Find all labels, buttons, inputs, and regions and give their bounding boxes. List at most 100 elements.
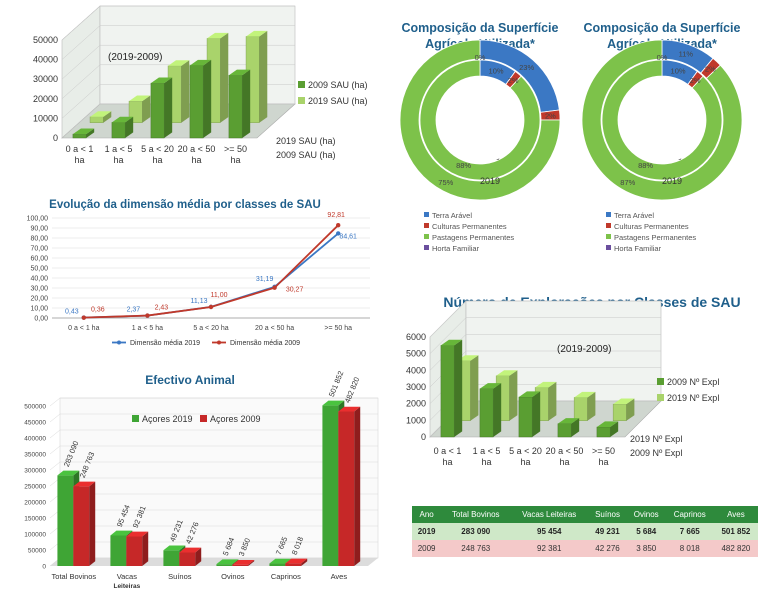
data-label: 11,00 bbox=[211, 292, 228, 299]
table-header-cell: Suínos bbox=[588, 506, 627, 523]
table-header-cell: Ano bbox=[412, 506, 442, 523]
y-tick-label: 50,00 bbox=[30, 266, 48, 273]
table-header-cell: Ovinos bbox=[626, 506, 666, 523]
table-header-cell: Total Bovinos bbox=[441, 506, 511, 523]
bar-side bbox=[470, 355, 479, 421]
bar-side bbox=[454, 339, 463, 437]
bar bbox=[126, 531, 149, 566]
legend-label: 2009 Nº Expl bbox=[667, 377, 719, 387]
gridline bbox=[61, 45, 101, 80]
bar bbox=[596, 421, 619, 438]
x-tick-label: 1 a < 5 ha bbox=[132, 325, 163, 332]
bar-top bbox=[168, 60, 190, 66]
y-tick-label: 80,00 bbox=[30, 236, 48, 243]
gridline bbox=[61, 64, 101, 99]
donut-slice bbox=[399, 39, 561, 201]
bar-front bbox=[338, 411, 355, 566]
y-tick-label: 400000 bbox=[24, 436, 46, 443]
bar bbox=[573, 391, 596, 422]
y-tick-label: 0,00 bbox=[34, 316, 48, 323]
bar bbox=[189, 59, 212, 139]
data-label: 0,36 bbox=[91, 307, 105, 314]
table-cell: 8 018 bbox=[665, 540, 714, 557]
donut-right-chart: Composição da SuperfícieAgrícola Utiliza… bbox=[581, 21, 743, 253]
y-tick-label: 5000 bbox=[406, 349, 426, 359]
slice-label: 2% bbox=[545, 112, 556, 121]
bar bbox=[612, 398, 635, 421]
data-label: 31,19 bbox=[256, 276, 274, 283]
legend-label: Pastagens Permanentes bbox=[614, 233, 696, 242]
bar-top bbox=[189, 59, 212, 66]
bar-side bbox=[532, 391, 541, 437]
legend-label: Açores 2009 bbox=[210, 414, 261, 424]
bar-top bbox=[72, 128, 95, 135]
bar-front bbox=[72, 133, 87, 139]
gridline bbox=[61, 103, 101, 139]
table-cell: 92 381 bbox=[510, 540, 589, 557]
y-tick-label: 40000 bbox=[33, 55, 58, 65]
bar-side bbox=[248, 559, 255, 566]
bar-front bbox=[163, 550, 180, 566]
legend-swatch bbox=[606, 223, 611, 228]
bar bbox=[440, 339, 463, 438]
data-label: 2,37 bbox=[127, 307, 141, 314]
y-tick-label: 250000 bbox=[24, 484, 46, 491]
bar-front bbox=[557, 423, 572, 438]
depth-axis-label: 2019 Nº Expl bbox=[630, 434, 682, 444]
gridline bbox=[61, 25, 101, 60]
y-tick-label: 4000 bbox=[406, 365, 426, 375]
data-label: 501 852 bbox=[327, 370, 346, 399]
bar-side bbox=[195, 547, 202, 566]
table-header-cell: Caprinos bbox=[665, 506, 714, 523]
bar-side bbox=[571, 418, 580, 437]
gridline bbox=[429, 300, 467, 338]
x-tick-label: 1 a < 5 ha bbox=[105, 144, 133, 165]
legend-swatch bbox=[606, 234, 611, 239]
slice-label: 2% bbox=[705, 65, 716, 74]
bar-side bbox=[220, 32, 229, 123]
legend-swatch bbox=[606, 245, 611, 250]
gridline bbox=[49, 445, 61, 455]
y-tick-label: 90,00 bbox=[30, 226, 48, 233]
donut-slice bbox=[419, 59, 541, 181]
slice-label: 87% bbox=[620, 178, 635, 187]
gridline bbox=[49, 461, 61, 471]
bar-front bbox=[73, 486, 90, 566]
bar-top bbox=[111, 116, 134, 123]
table-cell: 501 852 bbox=[713, 523, 758, 540]
data-label: 84,61 bbox=[339, 233, 357, 240]
bar-top bbox=[496, 370, 518, 376]
y-tick-label: 450000 bbox=[24, 420, 46, 427]
x-tick-label: 20 a < 50 ha bbox=[546, 446, 584, 467]
donut-right-panel: Composição da SuperfícieAgrícola Utiliza… bbox=[574, 0, 770, 280]
legend-label: Horta Familiar bbox=[614, 244, 662, 253]
bar bbox=[557, 418, 580, 438]
gridline bbox=[61, 5, 101, 41]
bar-side bbox=[301, 558, 308, 566]
x-tick-label: Total Bovinos bbox=[52, 572, 97, 581]
slice-label: 2% bbox=[508, 76, 519, 85]
bar bbox=[228, 69, 251, 139]
y-tick-label: 20000 bbox=[33, 94, 58, 104]
y-tick-label: 300000 bbox=[24, 468, 46, 475]
y-tick-label: 20,00 bbox=[30, 296, 48, 303]
chart-annotation: (2019-2009) bbox=[108, 52, 162, 63]
legend-label: Culturas Permanentes bbox=[432, 222, 507, 231]
legend-label: 2019 SAU (ha) bbox=[308, 96, 368, 106]
bar-top bbox=[216, 559, 239, 565]
bar bbox=[232, 559, 255, 566]
bar-front bbox=[232, 564, 249, 566]
bar-front bbox=[228, 75, 243, 139]
x-tick-label: Caprinos bbox=[271, 572, 301, 581]
livestock-chart-panel: Efectivo Animal 0 50000 100000 150000 200000 2… bbox=[0, 366, 390, 611]
x-tick-label: 1 a < 5 ha bbox=[473, 446, 501, 467]
x-tick-label: Vacas Leiteiras bbox=[113, 572, 140, 590]
x-tick-label: >= 50 ha bbox=[224, 144, 247, 165]
bar-top bbox=[338, 406, 361, 412]
bar-side bbox=[125, 116, 134, 138]
table-cell: 42 276 bbox=[588, 540, 627, 557]
bar-top bbox=[90, 111, 112, 117]
bar-side bbox=[86, 128, 95, 138]
bar-top bbox=[73, 481, 96, 487]
bar-top bbox=[613, 398, 635, 405]
